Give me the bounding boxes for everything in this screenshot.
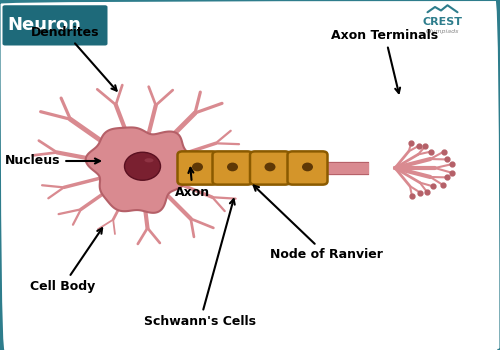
Text: CREST: CREST xyxy=(422,17,463,27)
Text: Neuron: Neuron xyxy=(8,16,82,34)
Ellipse shape xyxy=(264,162,276,171)
Ellipse shape xyxy=(124,152,160,180)
Text: Dendrites: Dendrites xyxy=(31,26,116,91)
Text: Axon: Axon xyxy=(175,168,210,198)
FancyBboxPatch shape xyxy=(288,151,328,185)
Ellipse shape xyxy=(192,162,203,171)
FancyBboxPatch shape xyxy=(178,151,218,185)
Text: Node of Ranvier: Node of Ranvier xyxy=(254,186,383,261)
Polygon shape xyxy=(86,127,194,213)
FancyBboxPatch shape xyxy=(250,151,290,185)
Text: Cell Body: Cell Body xyxy=(30,228,102,293)
FancyBboxPatch shape xyxy=(2,5,108,46)
Text: Schwann's Cells: Schwann's Cells xyxy=(144,199,256,328)
Ellipse shape xyxy=(227,162,238,171)
Text: Axon Terminals: Axon Terminals xyxy=(332,29,438,93)
Text: Nucleus: Nucleus xyxy=(5,154,100,168)
Ellipse shape xyxy=(302,162,313,171)
FancyBboxPatch shape xyxy=(212,151,252,185)
Text: Olympiads: Olympiads xyxy=(426,29,459,34)
Ellipse shape xyxy=(144,158,154,162)
